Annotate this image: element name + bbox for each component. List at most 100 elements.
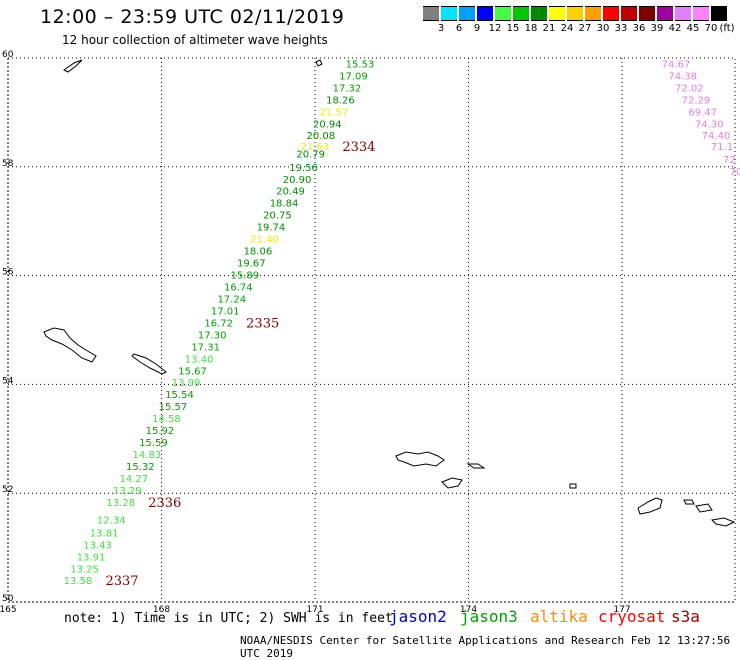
wave-height-value: 20.08 xyxy=(306,131,335,142)
wave-height-value: 15.92 xyxy=(146,426,175,437)
legend-swatch xyxy=(711,6,727,21)
lat-tick-label: 58 xyxy=(2,159,14,169)
pass-time-labels: 2334 2335 2336 2337 xyxy=(105,140,375,589)
wave-height-value: 13.29 xyxy=(113,486,142,497)
lat-tick-label: 60 xyxy=(2,50,14,60)
wave-height-value: 14.58 xyxy=(152,414,181,425)
lat-tick-label: 56 xyxy=(2,268,14,278)
satellite-jason3: jason3 xyxy=(460,607,518,626)
legend-label: 15 xyxy=(506,23,520,34)
wave-height-value: 21.63 xyxy=(301,142,330,153)
wave-height-value: 17.30 xyxy=(198,330,227,341)
island-near-agattu xyxy=(441,477,463,489)
lon-tick-label: 174 xyxy=(460,605,477,615)
wave-height-value: 20.79 xyxy=(296,150,325,161)
wave-height-value: 21.40 xyxy=(250,235,279,246)
map-subtitle: 12 hour collection of altimeter wave hei… xyxy=(62,33,328,47)
footer-note: note: 1) Time is in UTC; 2) SWH is in fe… xyxy=(64,611,393,626)
pass-time-label: 2335 xyxy=(246,316,279,331)
lon-tick-label: 168 xyxy=(153,605,170,615)
satellite-cryosat: cryosat xyxy=(598,607,666,626)
legend-label: 9 xyxy=(473,23,481,34)
wave-height-value: 13.25 xyxy=(70,564,99,575)
legend-label: 39 xyxy=(650,23,664,34)
wave-height-value: 19.74 xyxy=(257,223,286,234)
wave-height-value-right: 74.38 xyxy=(668,71,697,82)
lat-tick-label: 50 xyxy=(2,594,14,604)
legend-label: 27 xyxy=(578,23,592,34)
wave-height-value-right: 71.1 xyxy=(711,142,733,153)
legend-label: 3 xyxy=(437,23,445,34)
island-near-small-1 xyxy=(466,463,486,469)
legend-label: 12 xyxy=(488,23,502,34)
lon-tick-label: 165 xyxy=(0,605,17,615)
wave-height-value: 16.74 xyxy=(224,282,253,293)
wave-height-value-right: 70 xyxy=(730,167,740,178)
legend-label: 36 xyxy=(632,23,646,34)
wave-height-value: 15.57 xyxy=(159,402,188,413)
legend-swatch xyxy=(459,6,475,21)
wave-height-value: 18.26 xyxy=(326,95,355,106)
island-rat-4 xyxy=(710,517,736,527)
legend-swatch xyxy=(495,6,511,21)
pass-time-label: 2334 xyxy=(342,140,375,155)
wave-height-value-right: 72 xyxy=(723,155,736,166)
wave-height-value: 21.57 xyxy=(320,107,349,118)
island-rat-1 xyxy=(637,497,663,515)
altimeter-track-main: 15.5317.0917.3218.2621.5720.9420.0821.63… xyxy=(64,59,375,587)
wave-height-value: 15.67 xyxy=(178,366,207,377)
island-commander-bering xyxy=(43,327,97,363)
coastlines xyxy=(43,59,736,527)
wave-height-value-right: 74.67 xyxy=(662,59,691,70)
island-commander-medny xyxy=(131,353,167,375)
island-near-small-2 xyxy=(569,483,577,489)
wave-height-value: 20.90 xyxy=(283,175,312,186)
legend-swatch xyxy=(621,6,637,21)
lon-tick-label: 177 xyxy=(613,605,630,615)
lat-tick-label: 54 xyxy=(2,376,14,386)
wave-height-value: 15.59 xyxy=(139,438,168,449)
wave-height-value: 13.91 xyxy=(77,552,106,563)
legend-swatch xyxy=(477,6,493,21)
legend-label: 6 xyxy=(455,23,463,34)
wave-height-value: 14.83 xyxy=(133,450,162,461)
wave-height-value: 13.28 xyxy=(106,498,135,509)
wave-height-value: 18.06 xyxy=(244,247,273,258)
wave-height-value: 12.34 xyxy=(97,515,126,526)
legend-swatch xyxy=(549,6,565,21)
island-rat-2 xyxy=(683,499,695,505)
legend-swatch xyxy=(639,6,655,21)
wave-height-value-right: 72.29 xyxy=(682,95,711,106)
axis-labels: 165 168 171 174 177 60 58 56 54 52 50 xyxy=(0,50,631,615)
credit-line: NOAA/NESDIS Center for Satellite Applica… xyxy=(240,634,731,660)
legend-swatch xyxy=(657,6,673,21)
pass-time-label: 2337 xyxy=(105,574,138,589)
island-rat-3 xyxy=(695,503,713,513)
coastline-northwest xyxy=(63,59,83,73)
legend-unit: (ft) xyxy=(719,23,735,34)
legend-swatch xyxy=(585,6,601,21)
wave-height-value: 15.89 xyxy=(231,271,260,282)
wave-height-value: 13.99 xyxy=(172,378,201,389)
wave-height-value: 17.01 xyxy=(211,306,240,317)
wave-height-value: 13.58 xyxy=(64,576,93,587)
wave-height-value: 17.24 xyxy=(217,294,246,305)
lon-tick-label: 171 xyxy=(306,605,323,615)
legend-label: 24 xyxy=(560,23,574,34)
legend-label: 21 xyxy=(542,23,556,34)
wave-height-value: 20.49 xyxy=(276,187,305,198)
legend-swatch xyxy=(567,6,583,21)
wave-height-value: 13.43 xyxy=(83,540,112,551)
satellite-s3a: s3a xyxy=(671,607,700,626)
wave-height-value: 17.32 xyxy=(333,83,362,94)
wave-height-value-right: 72.02 xyxy=(675,83,704,94)
legend-label: 42 xyxy=(668,23,682,34)
legend-swatch xyxy=(603,6,619,21)
wave-height-value: 16.72 xyxy=(204,318,233,329)
legend-label: 18 xyxy=(524,23,538,34)
wave-height-value: 14.27 xyxy=(119,474,148,485)
island-near-attu xyxy=(395,451,445,467)
coastline-north-center xyxy=(315,59,323,67)
